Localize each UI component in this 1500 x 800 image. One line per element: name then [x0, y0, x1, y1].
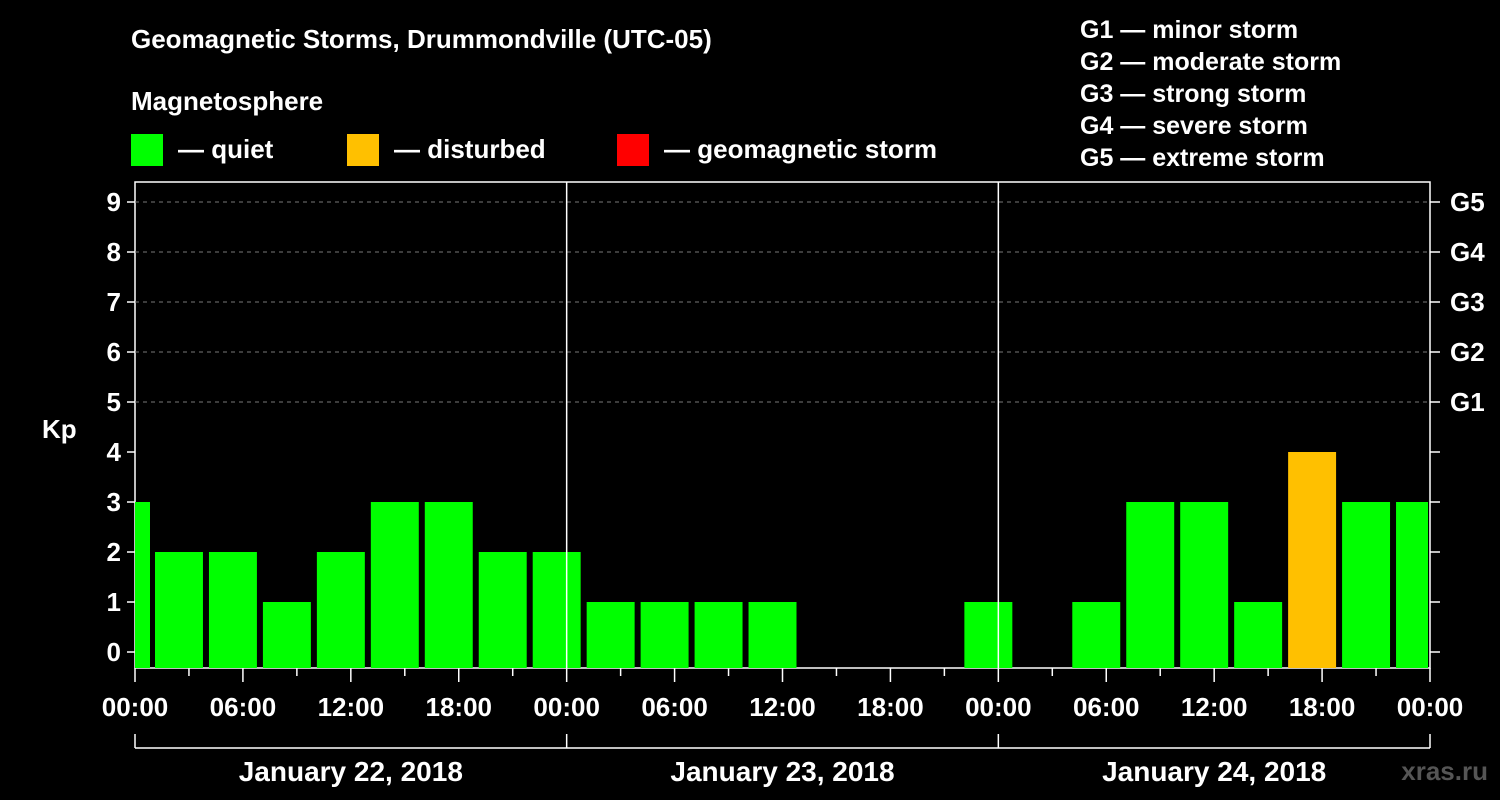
x-tick-label: 12:00: [1181, 692, 1248, 722]
y-tick-label: 0: [107, 637, 121, 667]
kp-bar: [1396, 502, 1428, 668]
kp-bar: [370, 502, 419, 668]
y-tick-label: 3: [107, 487, 121, 517]
right-axis-label: G4: [1450, 237, 1485, 267]
legend-label-disturbed: — disturbed: [394, 134, 546, 164]
x-tick-label: 06:00: [210, 692, 277, 722]
storm-level-g5: G5 — extreme storm: [1080, 144, 1325, 172]
day-label: January 22, 2018: [239, 756, 463, 787]
kp-bar: [1180, 502, 1229, 668]
kp-bar: [640, 602, 689, 668]
watermark: xras.ru: [1401, 756, 1488, 786]
y-tick-label: 8: [107, 237, 121, 267]
legend-label-storm: — geomagnetic storm: [664, 134, 938, 164]
x-tick-label: 00:00: [1397, 692, 1464, 722]
x-tick-label: 06:00: [641, 692, 708, 722]
day-label: January 23, 2018: [670, 756, 894, 787]
x-tick-label: 18:00: [426, 692, 493, 722]
right-axis-label: G2: [1450, 337, 1485, 367]
y-tick-label: 1: [107, 587, 121, 617]
storm-level-legend: G1 — minor storm G2 — moderate storm G3 …: [1080, 14, 1341, 174]
chart-subtitle: Magnetosphere: [131, 86, 324, 116]
storm-level-g3: G3 — strong storm: [1080, 80, 1307, 108]
y-tick-label: 4: [107, 437, 122, 467]
kp-bar: [424, 502, 473, 668]
right-axis-label: G1: [1450, 387, 1485, 417]
kp-bar: [532, 552, 581, 668]
kp-bar: [1072, 602, 1121, 668]
kp-bar: [1342, 502, 1391, 668]
kp-bar: [964, 602, 1013, 668]
storm-level-g2: G2 — moderate storm: [1080, 48, 1342, 76]
legend-label-quiet: — quiet: [178, 134, 274, 164]
x-tick-label: 00:00: [102, 692, 169, 722]
kp-bar: [1126, 502, 1175, 668]
legend-swatch-storm: [617, 134, 649, 166]
x-tick-label: 00:00: [965, 692, 1032, 722]
chart-title: Geomagnetic Storms, Drummondville (UTC-0…: [131, 24, 712, 54]
y-tick-label: 7: [107, 287, 121, 317]
kp-bar: [478, 552, 527, 668]
kp-bar: [1288, 452, 1337, 668]
x-tick-label: 00:00: [533, 692, 600, 722]
day-label: January 24, 2018: [1102, 756, 1326, 787]
y-tick-label: 5: [107, 387, 121, 417]
x-tick-label: 18:00: [1289, 692, 1356, 722]
storm-level-g1: G1 — minor storm: [1080, 16, 1299, 44]
x-tick-label: 12:00: [318, 692, 385, 722]
y-tick-label: 2: [107, 537, 121, 567]
y-tick-label: 9: [107, 187, 121, 217]
kp-bar: [694, 602, 743, 668]
kp-bar: [1234, 602, 1283, 668]
right-axis-label: G3: [1450, 287, 1485, 317]
kp-bar: [155, 552, 203, 668]
x-tick-label: 12:00: [749, 692, 816, 722]
kp-bar: [208, 552, 257, 668]
kp-bar: [748, 602, 797, 668]
legend-swatch-disturbed: [347, 134, 379, 166]
legend-swatch-quiet: [131, 134, 163, 166]
y-axis-label: Kp: [42, 414, 77, 444]
kp-bar: [135, 502, 150, 668]
y-tick-label: 6: [107, 337, 121, 367]
x-tick-label: 18:00: [857, 692, 924, 722]
x-tick-label: 06:00: [1073, 692, 1140, 722]
kp-bar: [316, 552, 365, 668]
kp-bar: [262, 602, 311, 668]
right-axis-label: G5: [1450, 187, 1485, 217]
kp-bar: [586, 602, 635, 668]
storm-level-g4: G4 — severe storm: [1080, 112, 1308, 140]
